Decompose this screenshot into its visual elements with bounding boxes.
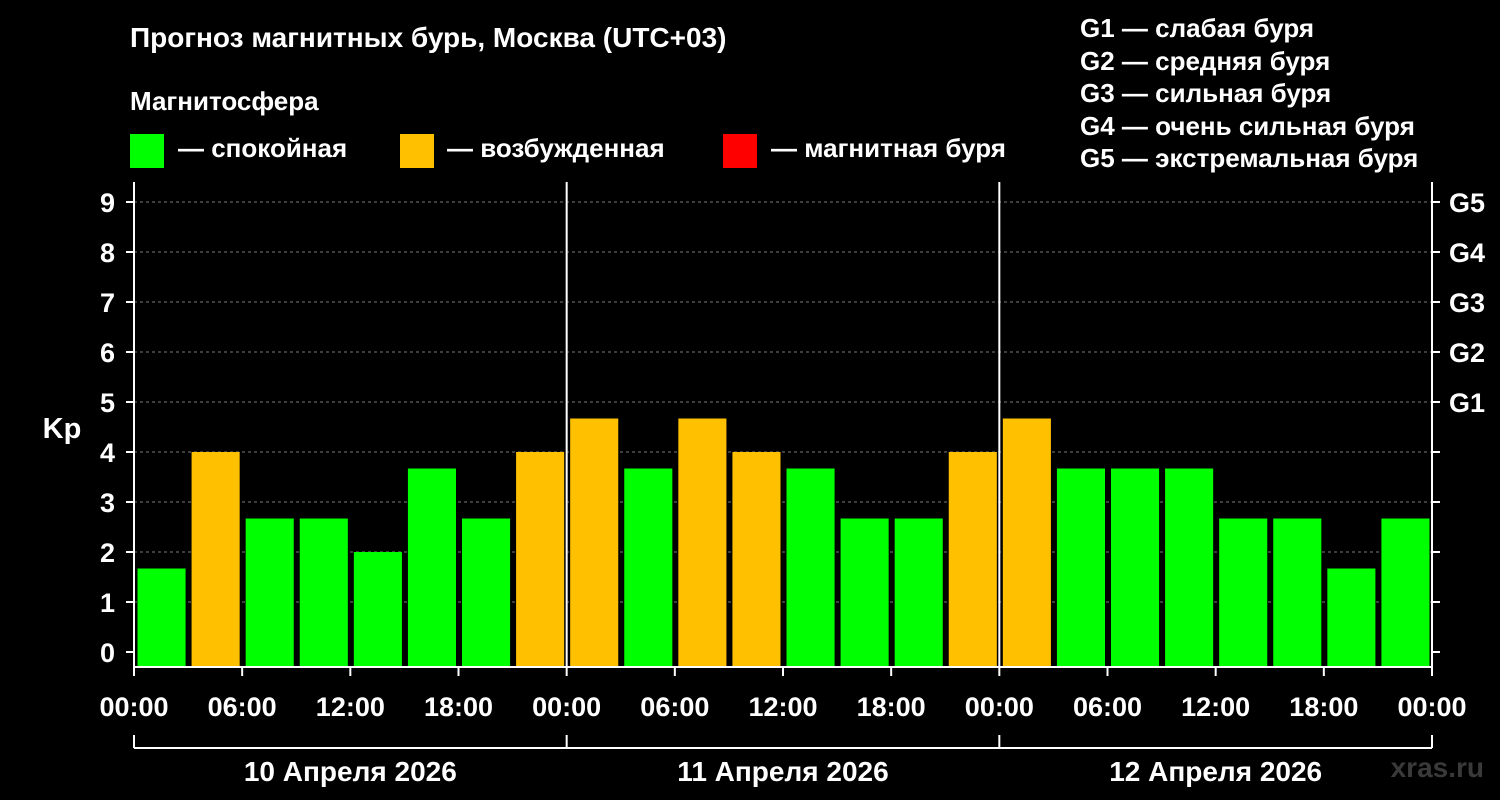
x-tick-label: 12:00	[1181, 692, 1250, 722]
watermark: xras.ru	[1390, 752, 1484, 783]
kp-bar	[894, 518, 943, 667]
kp-bar	[299, 518, 348, 667]
kp-bar	[570, 418, 619, 667]
y-tick-label: 8	[100, 238, 115, 268]
legend-label-calm: — спокойная	[178, 133, 348, 163]
x-tick-label: 06:00	[640, 692, 709, 722]
y-tick-label: 7	[100, 288, 115, 318]
kp-bar	[732, 452, 781, 667]
kp-bar	[1327, 568, 1376, 667]
kp-bar	[840, 518, 889, 667]
kp-bar	[948, 452, 997, 667]
y-tick-label: 1	[100, 588, 115, 618]
x-tick-label: 00:00	[99, 692, 168, 722]
g-scale-legend: G1 — слабая буря G2 — средняя буря G3 — …	[1080, 12, 1418, 175]
x-tick-label: 00:00	[965, 692, 1034, 722]
kp-bar	[1002, 418, 1051, 667]
g-level-label: G5	[1449, 188, 1485, 218]
x-tick-label: 06:00	[208, 692, 277, 722]
kp-bar	[407, 468, 456, 667]
g-scale-item-g4: G4 — очень сильная буря	[1080, 110, 1415, 141]
kp-bar	[245, 518, 294, 667]
day-label: 10 Апреля 2026	[244, 756, 457, 787]
kp-bar	[1056, 468, 1105, 667]
kp-bar	[516, 452, 565, 667]
g-level-label: G3	[1449, 288, 1485, 318]
g-level-label: G2	[1449, 338, 1485, 368]
legend-title: Магнитосфера	[130, 86, 319, 116]
x-tick-label: 06:00	[1073, 692, 1142, 722]
g-scale-item-g5: G5 — экстремальная буря	[1080, 143, 1419, 173]
day-label: 12 Апреля 2026	[1109, 756, 1322, 787]
kp-bar	[786, 468, 835, 667]
kp-bar	[1381, 518, 1430, 667]
g-level-label: G4	[1449, 238, 1485, 268]
y-tick-label: 6	[100, 338, 115, 368]
kp-bar	[624, 468, 673, 667]
y-tick-label: 2	[100, 538, 115, 568]
kp-bar	[678, 418, 727, 667]
kp-bar	[353, 552, 402, 667]
y-tick-label: 0	[100, 638, 115, 668]
y-tick-label: 4	[100, 438, 115, 468]
y-tick-label: 9	[100, 188, 115, 218]
day-label: 11 Апреля 2026	[677, 756, 888, 787]
legend-swatch-calm	[130, 134, 164, 168]
x-tick-label: 00:00	[1397, 692, 1466, 722]
kp-bar	[191, 452, 240, 667]
legend-swatch-active	[400, 134, 434, 168]
kp-bar	[1219, 518, 1268, 667]
kp-bar	[1165, 468, 1214, 667]
x-tick-label: 18:00	[857, 692, 926, 722]
kp-bar	[137, 568, 186, 667]
x-tick-label: 18:00	[424, 692, 493, 722]
kp-bar	[462, 518, 511, 667]
x-tick-label: 12:00	[316, 692, 385, 722]
g-scale-item-g2: G2 — средняя буря	[1080, 45, 1331, 76]
y-axis-label: Kp	[43, 413, 82, 445]
legend-label-active: — возбужденная	[447, 133, 665, 163]
x-tick-label: 00:00	[532, 692, 601, 722]
y-tick-label: 5	[100, 388, 115, 418]
kp-bar	[1273, 518, 1322, 667]
y-tick-label: 3	[100, 488, 115, 518]
g-scale-item-g1: G1 — слабая буря	[1080, 13, 1315, 43]
x-tick-label: 18:00	[1289, 692, 1358, 722]
g-level-label: G1	[1449, 388, 1485, 418]
legend-label-storm: — магнитная буря	[771, 133, 1006, 163]
kp-bar	[1111, 468, 1160, 667]
legend-swatch-storm	[723, 134, 757, 168]
page-title: Прогноз магнитных бурь, Москва (UTC+03)	[130, 22, 727, 53]
g-scale-item-g3: G3 — сильная буря	[1080, 78, 1332, 108]
x-tick-label: 12:00	[748, 692, 817, 722]
